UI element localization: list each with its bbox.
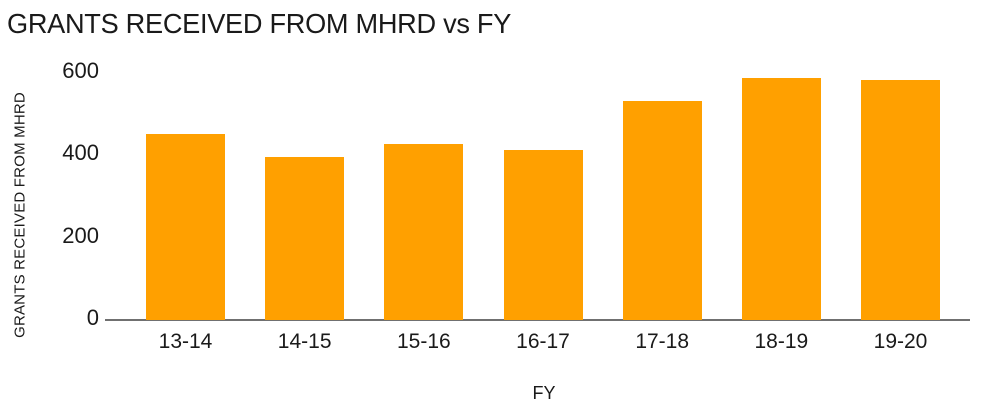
bar-13-14 bbox=[146, 134, 225, 320]
bar-16-17 bbox=[503, 150, 583, 320]
bar-19-20 bbox=[861, 80, 941, 320]
y-tick-label: 600 bbox=[62, 57, 99, 83]
bar-18-19 bbox=[741, 78, 821, 320]
y-axis-title: GRANTS RECEIVED FROM MHRD bbox=[11, 92, 29, 338]
x-tick-label: 16-17 bbox=[516, 330, 570, 353]
bar-17-18 bbox=[622, 101, 702, 320]
y-tick-label: 0 bbox=[86, 305, 99, 330]
x-tick-label: 18-19 bbox=[754, 330, 809, 353]
bar-15-16 bbox=[384, 144, 464, 320]
y-tick-label: 400 bbox=[62, 140, 99, 166]
x-tick-label: 14-15 bbox=[277, 330, 332, 353]
chart-title: GRANTS RECEIVED FROM MHRD vs FY bbox=[7, 8, 512, 39]
x-tick-label: 19-20 bbox=[873, 330, 928, 353]
x-tick-label: 13-14 bbox=[158, 330, 213, 353]
bar-14-15 bbox=[265, 156, 345, 320]
x-tick-label: 15-16 bbox=[396, 330, 451, 353]
x-axis-title: FY bbox=[532, 383, 556, 403]
x-tick-label: 17-18 bbox=[635, 330, 690, 353]
y-tick-label: 200 bbox=[62, 222, 99, 248]
